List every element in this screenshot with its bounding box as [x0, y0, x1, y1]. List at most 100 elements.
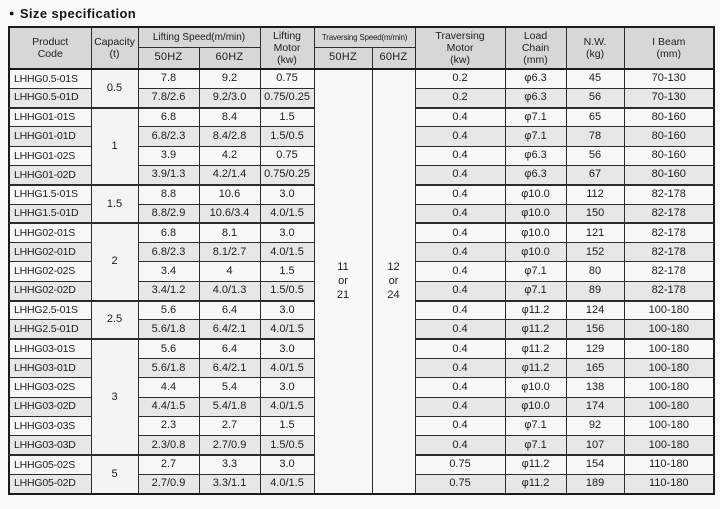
nw-cell: 112 [565, 183, 625, 205]
ibeam-cell: 80-160 [623, 106, 715, 128]
load-chain-cell: φ7.1 [504, 280, 567, 302]
nw-cell: 189 [565, 473, 625, 495]
load-chain-cell: φ7.1 [504, 106, 567, 128]
lifting-speed-50hz-cell: 6.8/2.3 [137, 126, 200, 147]
lifting-speed-60hz-cell: 5.4/1.8 [198, 396, 261, 417]
load-chain-cell: φ6.3 [504, 87, 567, 109]
spec-table-body: LHHG0.5-01S 0.5 7.8 9.2 0.75 11 or 21 12 or 24… [8, 67, 715, 495]
spec-table: Product Code Capacity (t) Lifting Speed(… [8, 26, 716, 495]
table-row: LHHG01-02S 3.9 4.2 0.75 0.4 φ6.3 56 80-160 [8, 145, 715, 166]
traversing-motor-cell: 0.4 [414, 319, 506, 340]
lifting-speed-50hz-cell: 7.8/2.6 [137, 87, 200, 109]
ibeam-cell: 100-180 [623, 396, 715, 417]
table-row: LHHG03-03S 2.3 2.7 1.5 0.4 φ7.1 92 100-180 [8, 415, 715, 437]
lifting-motor-cell: 0.75 [259, 145, 315, 166]
traversing-motor-cell: 0.4 [414, 435, 506, 456]
lifting-motor-cell: 4.0/1.5 [259, 357, 315, 379]
header-traversing-speed-group: Traversing Speed(m/min) [313, 26, 416, 48]
load-chain-cell: φ10.0 [504, 396, 567, 417]
table-row: LHHG01-01D 6.8/2.3 8.4/2.8 1.5/0.5 0.4 φ7.1 78… [8, 126, 715, 147]
product-code-cell: LHHG0.5-01S [8, 67, 92, 89]
table-row: LHHG02-02D 3.4/1.2 4.0/1.3 1.5/0.5 0.4 φ7.1 89… [8, 280, 715, 302]
capacity-cell: 3 [90, 338, 139, 456]
product-code-cell: LHHG03-02S [8, 377, 92, 398]
lifting-motor-cell: 0.75/0.25 [259, 164, 315, 186]
traversing-speed-60hz-cell: 12 or 24 [371, 68, 416, 495]
product-code-cell: LHHG02-02D [8, 280, 92, 302]
header-traversing-50hz: 50HZ [313, 46, 373, 70]
traversing-motor-cell: 0.4 [414, 106, 506, 128]
section-title-text: Size specification [19, 6, 137, 21]
lifting-speed-60hz-cell: 3.3 [198, 453, 261, 475]
capacity-cell: 0.5 [90, 68, 139, 109]
lifting-speed-60hz-cell: 4.0/1.3 [198, 280, 261, 302]
lifting-motor-cell: 1.5/0.5 [259, 435, 315, 456]
lifting-speed-60hz-cell: 10.6 [198, 183, 261, 205]
capacity-cell: 2 [90, 222, 139, 302]
nw-cell: 154 [565, 453, 625, 475]
spec-table-header: Product Code Capacity (t) Lifting Speed(… [8, 26, 715, 70]
lifting-speed-60hz-cell: 8.1 [198, 222, 261, 244]
nw-cell: 156 [565, 319, 625, 340]
lifting-speed-50hz-cell: 5.6/1.8 [137, 319, 200, 340]
ibeam-cell: 100-180 [623, 319, 715, 340]
nw-cell: 107 [565, 435, 625, 456]
traversing-motor-cell: 0.75 [414, 473, 506, 495]
lifting-speed-50hz-cell: 5.6 [137, 338, 200, 359]
nw-cell: 78 [565, 126, 625, 147]
load-chain-cell: φ7.1 [504, 126, 567, 147]
lifting-speed-60hz-cell: 3.3/1.1 [198, 473, 261, 495]
lifting-motor-cell: 1.5 [259, 106, 315, 128]
traversing-motor-cell: 0.4 [414, 164, 506, 186]
nw-cell: 138 [565, 377, 625, 398]
product-code-cell: LHHG1.5-01S [8, 183, 92, 205]
lifting-speed-50hz-cell: 6.8 [137, 106, 200, 128]
ibeam-cell: 70-130 [623, 67, 715, 89]
traversing-motor-cell: 0.75 [414, 453, 506, 475]
ibeam-cell: 100-180 [623, 377, 715, 398]
traversing-speed-50hz-cell: 11 or 21 [313, 68, 373, 495]
lifting-motor-cell: 4.0/1.5 [259, 473, 315, 495]
lifting-speed-60hz-cell: 5.4 [198, 377, 261, 398]
header-traversing-60hz: 60HZ [371, 46, 416, 70]
lifting-speed-50hz-cell: 2.7 [137, 453, 200, 475]
lifting-motor-cell: 1.5 [259, 261, 315, 282]
load-chain-cell: φ11.2 [504, 299, 567, 321]
ibeam-cell: 70-130 [623, 87, 715, 109]
table-row: LHHG05-02S 5 2.7 3.3 3.0 0.75 φ11.2 154 110-180 [8, 453, 715, 495]
load-chain-cell: φ11.2 [504, 453, 567, 475]
product-code-cell: LHHG02-01S [8, 222, 92, 244]
header-lifting-60hz: 60HZ [198, 46, 261, 70]
capacity-cell: 5 [90, 453, 139, 495]
lifting-speed-50hz-cell: 5.6 [137, 299, 200, 321]
product-code-cell: LHHG03-03D [8, 435, 92, 456]
load-chain-cell: φ11.2 [504, 357, 567, 379]
load-chain-cell: φ6.3 [504, 145, 567, 166]
table-row: LHHG2.5-01S 2.5 5.6 6.4 3.0 0.4 φ11.2 124 100-18… [8, 299, 715, 340]
product-code-cell: LHHG01-01S [8, 106, 92, 128]
nw-cell: 65 [565, 106, 625, 128]
traversing-motor-cell: 0.2 [414, 87, 506, 109]
load-chain-cell: φ10.0 [504, 377, 567, 398]
load-chain-cell: φ11.2 [504, 319, 567, 340]
lifting-motor-cell: 4.0/1.5 [259, 242, 315, 263]
nw-cell: 174 [565, 396, 625, 417]
product-code-cell: LHHG05-02S [8, 453, 92, 475]
lifting-speed-60hz-cell: 9.2/3.0 [198, 87, 261, 109]
product-code-cell: LHHG01-01D [8, 126, 92, 147]
lifting-speed-50hz-cell: 2.7/0.9 [137, 473, 200, 495]
traversing-motor-cell: 0.4 [414, 203, 506, 224]
product-code-cell: LHHG03-01D [8, 357, 92, 379]
traversing-motor-cell: 0.4 [414, 183, 506, 205]
product-code-cell: LHHG01-02S [8, 145, 92, 166]
nw-cell: 124 [565, 299, 625, 321]
lifting-motor-cell: 4.0/1.5 [259, 396, 315, 417]
lifting-speed-50hz-cell: 8.8 [137, 183, 200, 205]
load-chain-cell: φ6.3 [504, 67, 567, 89]
nw-cell: 67 [565, 164, 625, 186]
traversing-motor-cell: 0.4 [414, 415, 506, 437]
lifting-speed-60hz-cell: 2.7/0.9 [198, 435, 261, 456]
load-chain-cell: φ11.2 [504, 473, 567, 495]
load-chain-cell: φ11.2 [504, 338, 567, 359]
table-row: LHHG0.5-01S 0.5 7.8 9.2 0.75 11 or 21 12 or 24… [8, 67, 715, 495]
